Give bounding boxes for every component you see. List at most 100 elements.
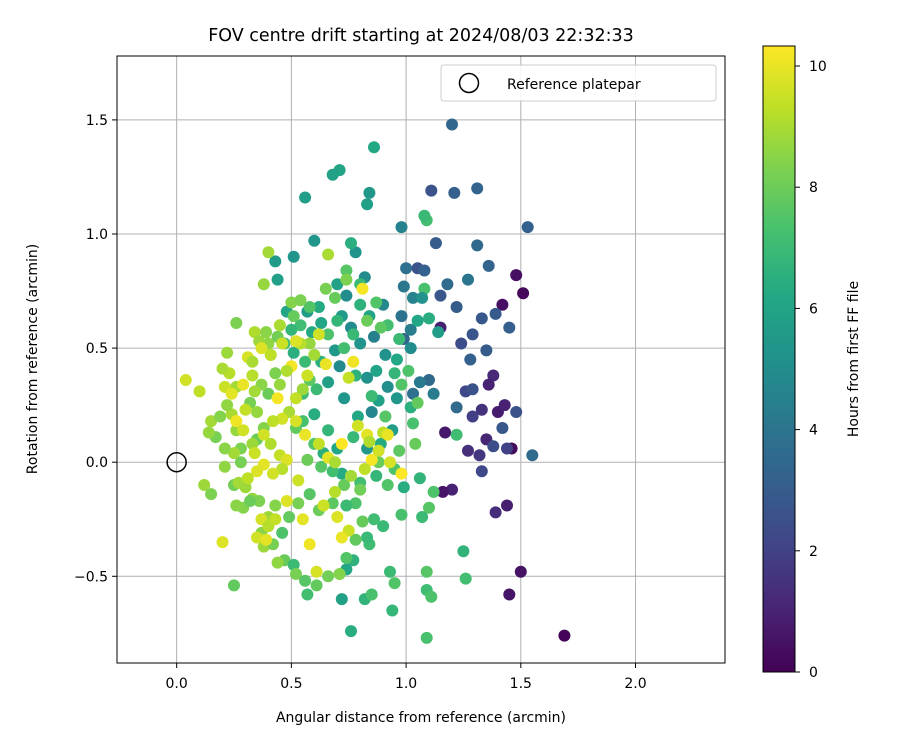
x-tick-label: 1.0 [395, 676, 417, 692]
scatter-point [411, 314, 424, 327]
scatter-point [466, 383, 479, 396]
x-tick-label: 0.5 [280, 676, 302, 692]
scatter-point [237, 424, 250, 437]
scatter-point [248, 326, 261, 339]
colorbar-tick-label: 4 [809, 423, 818, 439]
scatter-point [234, 456, 247, 469]
scatter-point [230, 415, 243, 428]
scatter-point [326, 465, 339, 478]
scatter-point [218, 442, 231, 455]
scatter-point [501, 499, 513, 512]
scatter-point [299, 355, 312, 368]
scatter-point [423, 312, 435, 325]
scatter-point [193, 385, 206, 398]
scatter-point [319, 282, 332, 295]
scatter-point [482, 378, 495, 391]
scatter-point [503, 321, 516, 334]
scatter-point [262, 387, 275, 400]
scatter-point [342, 371, 355, 384]
scatter-point [395, 221, 408, 234]
plot-frame [116, 55, 726, 664]
scatter-point [390, 353, 403, 366]
scatter-point [407, 387, 419, 400]
scatter-point [205, 415, 218, 428]
scatter-point [241, 472, 254, 485]
scatter-point [358, 463, 371, 475]
scatter-point [455, 337, 468, 350]
scatter-point [365, 453, 378, 466]
scatter-point [276, 526, 289, 539]
scatter-point [374, 321, 387, 334]
colorbar-tick-label: 2 [809, 544, 818, 560]
scatter-point [273, 378, 286, 391]
scatter-point [292, 497, 305, 510]
scatter-point [441, 278, 454, 291]
scatter-point [331, 511, 344, 523]
scatter-point [276, 337, 289, 350]
scatter-point [269, 255, 282, 268]
scatter-point [214, 410, 227, 423]
scatter-point [356, 515, 369, 528]
scatter-point [230, 499, 243, 512]
scatter-point [413, 472, 426, 485]
scatter-point [269, 367, 282, 380]
scatter-point [310, 565, 323, 578]
scatter-point [237, 378, 250, 391]
scatter-point [303, 337, 316, 350]
scatter-point [388, 367, 401, 380]
scatter-point [335, 467, 348, 480]
x-axis-label: Angular distance from reference (arcmin) [276, 710, 566, 726]
reference-platepar-marker [166, 451, 187, 473]
scatter-point [471, 182, 484, 195]
scatter-point [368, 513, 380, 526]
scatter-point [303, 301, 316, 313]
scatter-point [404, 323, 417, 336]
colorbar-tick-label: 10 [809, 59, 827, 75]
scatter-point [464, 353, 477, 366]
scatter-point [390, 392, 403, 405]
colorbar-label: Hours from first FF file [846, 281, 862, 437]
scatter-point [315, 317, 328, 329]
scatter-point [397, 481, 410, 494]
scatter-point [368, 330, 380, 343]
scatter-point [248, 447, 261, 460]
scatter-point [501, 442, 513, 455]
scatter-point [487, 369, 500, 382]
scatter-point [251, 465, 263, 478]
scatter-point [280, 495, 293, 507]
scatter-point [351, 419, 364, 432]
scatter-point [329, 344, 341, 357]
scatter-point [251, 531, 263, 544]
scatter-point [345, 469, 357, 482]
scatter-point [310, 579, 323, 592]
scatter-point [287, 310, 300, 323]
y-tick-label: 0.0 [86, 455, 108, 471]
scatter-point [299, 428, 312, 441]
scatter-point [338, 392, 351, 405]
x-tick-label: 2.0 [624, 676, 646, 692]
scatter-point [347, 355, 360, 368]
scatter-point [354, 298, 367, 311]
scatter-point [225, 387, 238, 400]
scatter-point [356, 282, 369, 295]
scatter-point [216, 536, 229, 549]
y-axis-ticks: −0.5 0.0 0.5 1.0 1.5 [74, 113, 117, 585]
scatter-point [326, 497, 339, 510]
scatter-point [420, 631, 433, 644]
scatter-point [253, 495, 266, 507]
scatter-point [416, 511, 429, 523]
scatter-point [558, 629, 571, 642]
scatter-point [198, 479, 211, 491]
scatter-point [361, 198, 374, 211]
scatter-point [322, 424, 335, 437]
scatter-point [496, 298, 509, 311]
scatter-point [276, 412, 289, 425]
scatter-point [319, 358, 332, 371]
y-axis-label: Rotation from reference (arcmin) [25, 244, 41, 474]
scatter-point [230, 317, 243, 329]
scatter-point [264, 348, 277, 361]
scatter-point [205, 488, 218, 501]
scatter-point [273, 319, 286, 332]
scatter-point [429, 237, 442, 250]
